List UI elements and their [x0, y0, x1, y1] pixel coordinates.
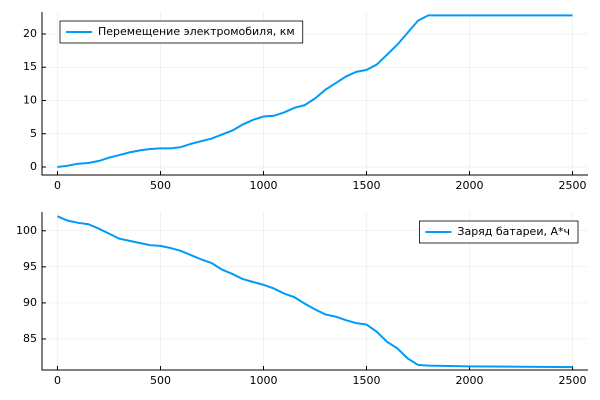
y-tick-label: 20 [23, 27, 37, 40]
line-series [57, 215, 573, 369]
y-tick-label: 5 [30, 127, 37, 140]
x-tick-label: 1500 [353, 374, 381, 387]
x-tick-label: 2000 [456, 374, 484, 387]
legend-box [59, 20, 304, 44]
x-tick-label: 0 [54, 374, 61, 387]
legend-label: Заряд батареи, А*ч [457, 225, 570, 238]
y-tick-label: 15 [23, 60, 37, 73]
x-tick-label: 1000 [249, 179, 277, 192]
legend-box [419, 220, 579, 244]
x-tick-label: 2500 [559, 374, 587, 387]
y-tick-label: 100 [16, 224, 37, 237]
y-tick-label: 90 [23, 296, 37, 309]
axis-frame [41, 12, 588, 176]
x-tick-label: 1000 [249, 374, 277, 387]
y-tick-label: 10 [23, 93, 37, 106]
line-series [57, 14, 573, 169]
x-tick-label: 2500 [559, 179, 587, 192]
x-tick-label: 1500 [353, 179, 381, 192]
x-tick-label: 2000 [456, 179, 484, 192]
y-tick-label: 0 [30, 160, 37, 173]
y-tick-label: 85 [23, 332, 37, 345]
legend-label: Перемещение электромобиля, км [98, 25, 295, 38]
x-tick-label: 500 [150, 179, 171, 192]
axis-frame [41, 212, 588, 371]
y-tick-label: 95 [23, 260, 37, 273]
legend: Перемещение электромобиля, км [59, 20, 304, 44]
x-tick-label: 0 [54, 179, 61, 192]
legend: Заряд батареи, А*ч [419, 220, 579, 244]
x-tick-label: 500 [150, 374, 171, 387]
